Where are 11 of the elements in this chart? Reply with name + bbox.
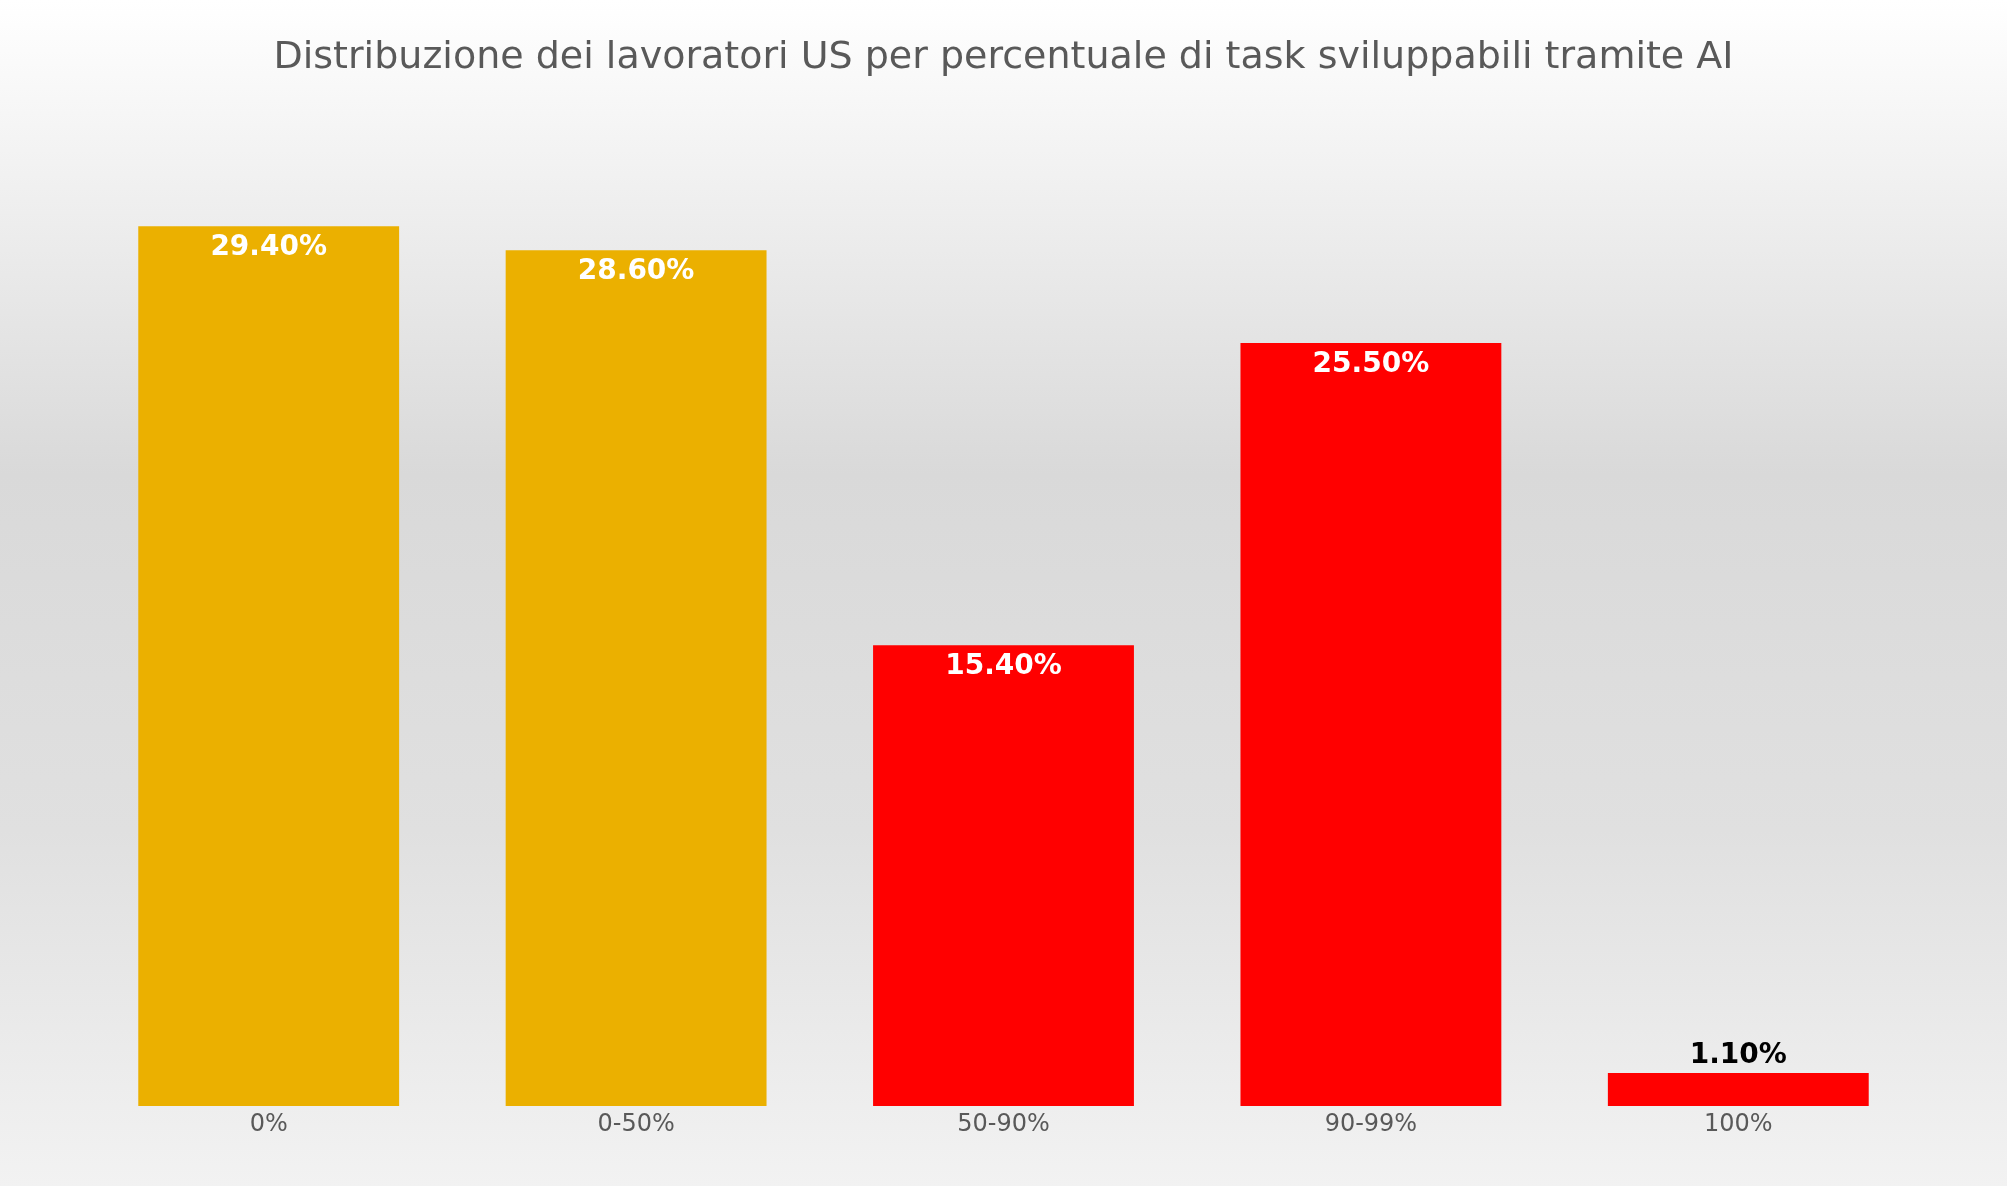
x-tick-label: 50-90% <box>957 1109 1050 1137</box>
x-tick-label: 90-99% <box>1324 1109 1418 1137</box>
data-label: 25.50% <box>1312 345 1430 379</box>
x-tick-label: 100% <box>1703 1109 1773 1137</box>
x-tick-label: 0-50% <box>597 1109 675 1137</box>
data-label: 28.60% <box>577 253 695 287</box>
data-label: 15.40% <box>945 648 1062 682</box>
data-label: 29.40% <box>210 229 328 263</box>
x-tick-label: 0% <box>249 1109 288 1137</box>
chart-title: Distribuzione dei lavoratori US per percentuale di task sviluppabili tramite AI <box>273 33 1734 78</box>
data-label: 1.10% <box>1689 1037 1787 1071</box>
